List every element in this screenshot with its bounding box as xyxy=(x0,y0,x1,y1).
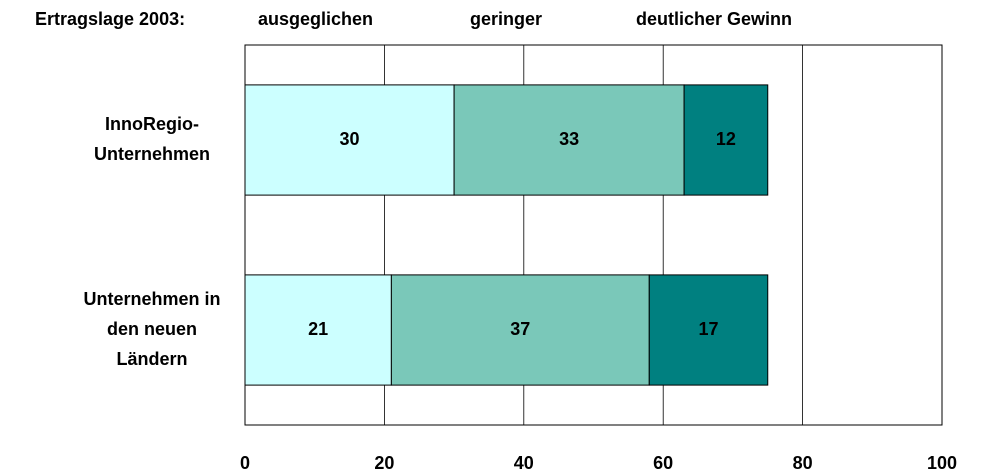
chart-title: Ertragslage 2003: xyxy=(35,9,185,29)
bar-segment xyxy=(683,84,769,196)
data-label: 12 xyxy=(716,129,736,149)
bar-segment xyxy=(390,274,650,386)
legend-label: ausgeglichen xyxy=(258,9,373,29)
y-tick-label: den neuen xyxy=(107,319,197,339)
data-label: 17 xyxy=(698,319,718,339)
y-tick-label: InnoRegio- xyxy=(105,114,199,134)
x-tick-label: 100 xyxy=(927,453,957,473)
legend-label: deutlicher Gewinn xyxy=(636,9,792,29)
y-tick-label: Ländern xyxy=(116,349,187,369)
data-label: 30 xyxy=(340,129,360,149)
legend-label: geringer xyxy=(470,9,542,29)
y-tick-label: Unternehmen in xyxy=(83,289,220,309)
x-tick-label: 60 xyxy=(653,453,673,473)
data-label: 33 xyxy=(559,129,579,149)
bar-segment xyxy=(244,274,392,386)
x-tick-label: 80 xyxy=(793,453,813,473)
y-tick-label: Unternehmen xyxy=(94,144,210,164)
x-tick-label: 20 xyxy=(374,453,394,473)
bar-segment xyxy=(453,84,685,196)
bar-segment xyxy=(648,274,769,386)
x-tick-label: 40 xyxy=(514,453,534,473)
x-tick-label: 0 xyxy=(240,453,250,473)
data-label: 21 xyxy=(308,319,328,339)
data-label: 37 xyxy=(510,319,530,339)
